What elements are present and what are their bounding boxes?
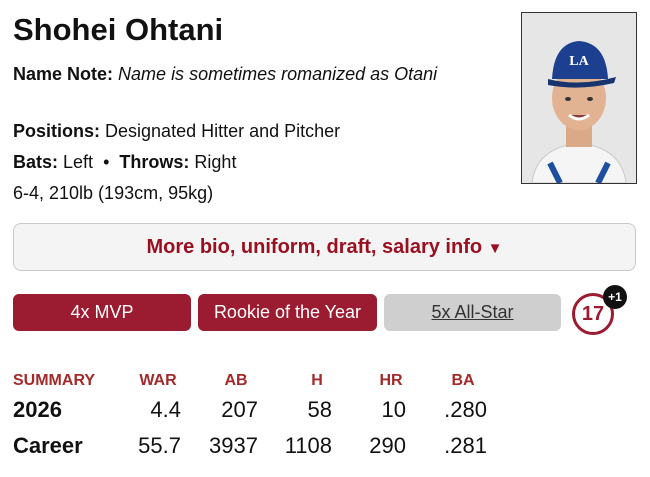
svg-text:LA: LA (569, 54, 589, 69)
column-header: AB (224, 372, 248, 389)
stat-value: 10 (381, 397, 406, 422)
value: Right (194, 152, 237, 172)
stat-value: 290 (369, 433, 406, 458)
handedness: Bats: Left • Throws: Right (13, 149, 236, 175)
stat-value: 58 (307, 397, 332, 422)
award-badge[interactable]: Rookie of the Year (198, 294, 377, 331)
label: Name Note: (13, 64, 114, 84)
label: Bats: (13, 152, 59, 172)
row-label: Career (13, 433, 83, 458)
name-note: Name Note: Name is sometimes romanized a… (13, 61, 493, 87)
stat-value: 4.4 (150, 397, 181, 422)
more-info-button[interactable]: More bio, uniform, draft, salary info ▼ (13, 223, 636, 271)
stat-value: 1108 (284, 433, 332, 458)
button-icon: ▼ (487, 240, 503, 257)
stat-value: 3937 (209, 433, 258, 458)
stat-value: 207 (221, 397, 258, 422)
player-photo: LA (521, 12, 637, 184)
separator: • (103, 152, 110, 172)
positions: Positions: Designated Hitter and Pitcher (13, 118, 340, 144)
award-badge[interactable]: 4x MVP (13, 294, 191, 331)
column-header: SUMMARY (13, 372, 96, 389)
label: Throws: (119, 152, 190, 172)
stat-value: 55.7 (138, 433, 181, 458)
column-header: HR (379, 372, 403, 389)
value: Left (63, 152, 94, 172)
player-name: Shohei Ohtani (13, 12, 224, 47)
award-badge[interactable]: 5x All-Star (384, 294, 561, 331)
stat-value: .280 (444, 397, 487, 422)
row-label: 2026 (13, 397, 62, 422)
value: Designated Hitter and Pitcher (105, 121, 341, 141)
column-header: H (311, 372, 323, 389)
column-header: WAR (139, 372, 177, 389)
value: Name is sometimes romanized as Otani (118, 64, 438, 84)
stat-value: .281 (444, 433, 487, 458)
label: Positions: (13, 121, 101, 141)
size: 6-4, 210lb (193cm, 95kg) (13, 183, 214, 203)
uniform-extra: +1 (603, 285, 627, 309)
column-header: BA (451, 372, 475, 389)
button-text: More bio, uniform, draft, salary info (146, 236, 483, 258)
photo-art: LA (522, 13, 636, 183)
